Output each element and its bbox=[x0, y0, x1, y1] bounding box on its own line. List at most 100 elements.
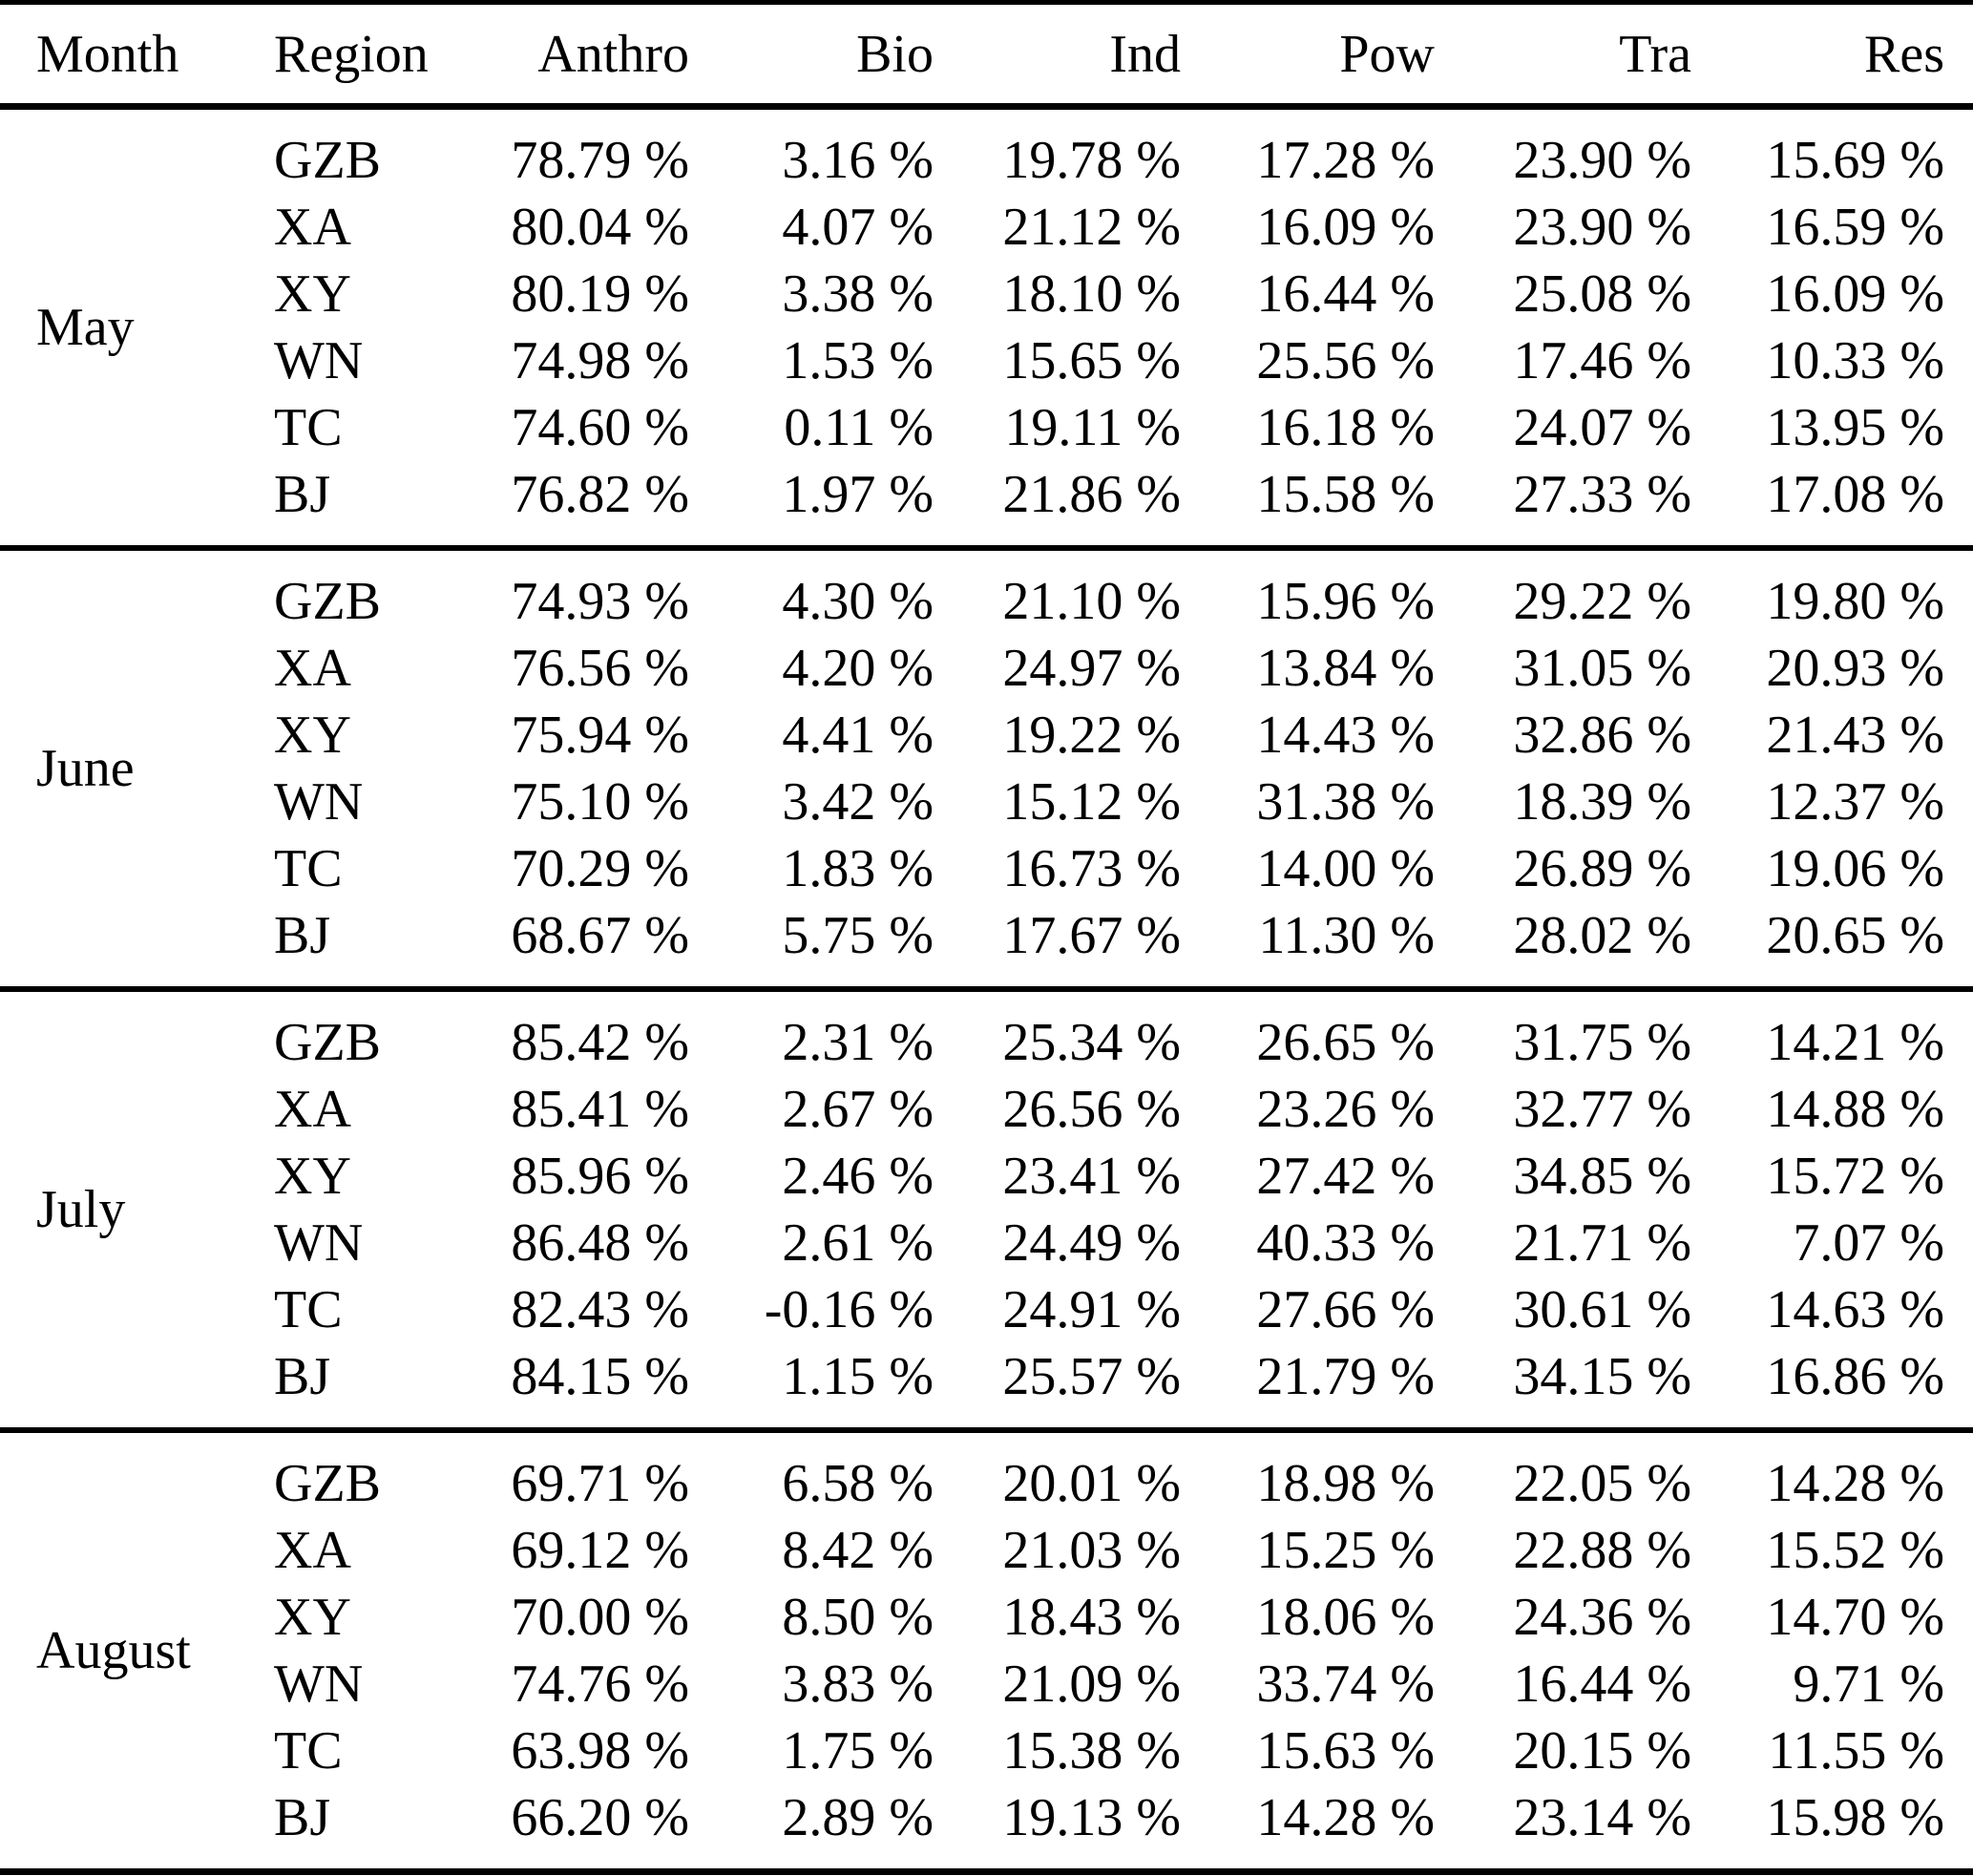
month-label: May bbox=[36, 298, 135, 357]
value-cell: 85.42 % bbox=[511, 1013, 689, 1072]
value-cell: 19.80 % bbox=[1766, 572, 1944, 631]
column-header-res: Res bbox=[1864, 24, 1944, 84]
value-cell: 1.15 % bbox=[782, 1347, 934, 1406]
value-cell: 26.56 % bbox=[1002, 1080, 1181, 1139]
region-cell: WN bbox=[274, 1655, 364, 1714]
value-cell: 12.37 % bbox=[1766, 772, 1944, 832]
value-cell: 3.83 % bbox=[782, 1655, 934, 1714]
value-cell: 7.07 % bbox=[1793, 1213, 1944, 1273]
month-label: August bbox=[36, 1621, 191, 1680]
value-cell: 15.69 % bbox=[1766, 131, 1944, 190]
value-cell: 19.06 % bbox=[1766, 839, 1944, 898]
value-cell: 10.33 % bbox=[1766, 331, 1944, 390]
table-row: XA 80.04 % 4.07 % 21.12 % 16.09 % 23.90 % 16.5… bbox=[0, 194, 1973, 261]
region-cell: GZB bbox=[274, 131, 381, 190]
value-cell: 23.41 % bbox=[1002, 1147, 1181, 1206]
value-cell: 25.08 % bbox=[1513, 264, 1691, 324]
region-cell: TC bbox=[274, 1721, 343, 1781]
value-cell: 25.57 % bbox=[1002, 1347, 1181, 1406]
table-row: TC 74.60 % 0.11 % 19.11 % 16.18 % 24.07 % 13.9… bbox=[0, 394, 1973, 461]
table-row: TC 63.98 % 1.75 % 15.38 % 15.63 % 20.15 % 11.5… bbox=[0, 1718, 1973, 1784]
value-cell: 78.79 % bbox=[511, 131, 689, 190]
value-cell: 2.89 % bbox=[782, 1788, 934, 1847]
value-cell: 18.10 % bbox=[1002, 264, 1181, 324]
value-cell: 18.43 % bbox=[1002, 1588, 1181, 1647]
value-cell: 74.98 % bbox=[511, 331, 689, 390]
value-cell: 19.22 % bbox=[1002, 706, 1181, 765]
value-cell: 21.03 % bbox=[1002, 1521, 1181, 1580]
value-cell: 14.63 % bbox=[1766, 1280, 1944, 1339]
value-cell: 22.05 % bbox=[1513, 1454, 1691, 1513]
value-cell: 63.98 % bbox=[511, 1721, 689, 1781]
value-cell: 17.46 % bbox=[1513, 331, 1691, 390]
value-cell: 85.41 % bbox=[511, 1080, 689, 1139]
value-cell: 16.59 % bbox=[1766, 198, 1944, 257]
value-cell: 16.44 % bbox=[1513, 1655, 1691, 1714]
month-section-july: July GZB 85.42 % 2.31 % 25.34 % 26.65 % 31.75 … bbox=[0, 989, 1973, 1430]
value-cell: 6.58 % bbox=[782, 1454, 934, 1513]
value-cell: 18.06 % bbox=[1256, 1588, 1435, 1647]
table-row: XY 85.96 % 2.46 % 23.41 % 27.42 % 34.85 % 15.7… bbox=[0, 1143, 1973, 1210]
value-cell: 85.96 % bbox=[511, 1147, 689, 1206]
table-row: XA 76.56 % 4.20 % 24.97 % 13.84 % 31.05 % 20.9… bbox=[0, 635, 1973, 702]
value-cell: 32.86 % bbox=[1513, 706, 1691, 765]
value-cell: 1.83 % bbox=[782, 839, 934, 898]
value-cell: 14.88 % bbox=[1766, 1080, 1944, 1139]
value-cell: 21.79 % bbox=[1256, 1347, 1435, 1406]
value-cell: 4.41 % bbox=[782, 706, 934, 765]
value-cell: 21.86 % bbox=[1002, 465, 1181, 524]
value-cell: 20.93 % bbox=[1766, 639, 1944, 698]
value-cell: 13.84 % bbox=[1256, 639, 1435, 698]
region-cell: XY bbox=[274, 1147, 351, 1206]
value-cell: 3.38 % bbox=[782, 264, 934, 324]
value-cell: 21.43 % bbox=[1766, 706, 1944, 765]
value-cell: 82.43 % bbox=[511, 1280, 689, 1339]
value-cell: 68.67 % bbox=[511, 906, 689, 965]
table-row: July GZB 85.42 % 2.31 % 25.34 % 26.65 % 31.75 … bbox=[0, 989, 1973, 1236]
table-row: WN 74.76 % 3.83 % 21.09 % 33.74 % 16.44 % 9.71… bbox=[0, 1651, 1973, 1718]
value-cell: 22.88 % bbox=[1513, 1521, 1691, 1580]
column-header-bio: Bio bbox=[856, 24, 934, 84]
value-cell: 8.50 % bbox=[782, 1588, 934, 1647]
value-cell: 75.10 % bbox=[511, 772, 689, 832]
value-cell: 17.08 % bbox=[1766, 465, 1944, 524]
table-row: BJ 66.20 % 2.89 % 19.13 % 14.28 % 23.14 % 15.9… bbox=[0, 1784, 1973, 1872]
value-cell: 16.09 % bbox=[1766, 264, 1944, 324]
value-cell: 66.20 % bbox=[511, 1788, 689, 1847]
value-cell: 15.72 % bbox=[1766, 1147, 1944, 1206]
region-cell: XY bbox=[274, 264, 351, 324]
value-cell: 26.65 % bbox=[1256, 1013, 1435, 1072]
value-cell: 34.85 % bbox=[1513, 1147, 1691, 1206]
value-cell: 76.56 % bbox=[511, 639, 689, 698]
table-row: WN 75.10 % 3.42 % 15.12 % 31.38 % 18.39 % 12.3… bbox=[0, 769, 1973, 835]
value-cell: 2.67 % bbox=[782, 1080, 934, 1139]
value-cell: 14.70 % bbox=[1766, 1588, 1944, 1647]
value-cell: 16.44 % bbox=[1256, 264, 1435, 324]
value-cell: 29.22 % bbox=[1513, 572, 1691, 631]
region-cell: TC bbox=[274, 398, 343, 457]
value-cell: 24.07 % bbox=[1513, 398, 1691, 457]
value-cell: 15.63 % bbox=[1256, 1721, 1435, 1781]
value-cell: 18.39 % bbox=[1513, 772, 1691, 832]
value-cell: 1.75 % bbox=[782, 1721, 934, 1781]
region-cell: WN bbox=[274, 772, 364, 832]
value-cell: 24.91 % bbox=[1002, 1280, 1181, 1339]
value-cell: 1.53 % bbox=[782, 331, 934, 390]
value-cell: 3.42 % bbox=[782, 772, 934, 832]
month-section-august: August GZB 69.71 % 6.58 % 20.01 % 18.98 % 22.0… bbox=[0, 1430, 1973, 1872]
value-cell: 32.77 % bbox=[1513, 1080, 1691, 1139]
value-cell: 15.58 % bbox=[1256, 465, 1435, 524]
value-cell: 21.71 % bbox=[1513, 1213, 1691, 1273]
value-cell: 15.65 % bbox=[1002, 331, 1181, 390]
value-cell: 76.82 % bbox=[511, 465, 689, 524]
table-row: XY 70.00 % 8.50 % 18.43 % 18.06 % 24.36 % 14.7… bbox=[0, 1584, 1973, 1651]
value-cell: 33.74 % bbox=[1256, 1655, 1435, 1714]
region-cell: TC bbox=[274, 839, 343, 898]
value-cell: 21.12 % bbox=[1002, 198, 1181, 257]
region-cell: XA bbox=[274, 198, 351, 257]
table-row: May GZB 78.79 % 3.16 % 19.78 % 17.28 % 23.90 %… bbox=[0, 107, 1973, 354]
value-cell: 17.67 % bbox=[1002, 906, 1181, 965]
value-cell: 14.28 % bbox=[1256, 1788, 1435, 1847]
value-cell: 25.34 % bbox=[1002, 1013, 1181, 1072]
value-cell: 74.93 % bbox=[511, 572, 689, 631]
